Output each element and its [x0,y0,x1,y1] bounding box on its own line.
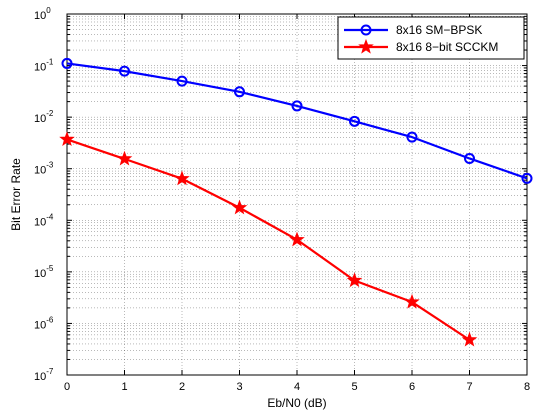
x-tick-label: 0 [64,381,70,393]
data-point [346,272,363,288]
series-1 [61,57,533,184]
y-tick-base: 10 [34,10,46,22]
y-tick-label: 10-2 [34,109,54,125]
data-point [404,293,420,309]
y-tick-exponent: -2 [46,109,54,118]
y-tick-exponent: -1 [46,58,54,67]
x-tick-label: 8 [524,381,530,393]
x-tick-labels: 0 1 2 3 4 5 6 7 8 [64,381,530,393]
data-point [119,65,130,77]
series-layer [59,57,533,347]
data-point [406,131,418,143]
y-tick-base: 10 [34,268,46,280]
x-axis-label: Eb/N0 (dB) [267,396,326,410]
y-tick-base: 10 [34,371,46,383]
y-tick-label: 10-3 [34,161,54,177]
axis-ticks [66,13,528,376]
y-tick-exponent: -7 [46,367,54,376]
x-tick-label: 5 [351,381,357,393]
y-tick-label: 10-5 [34,264,54,280]
data-point [174,170,190,186]
data-point [349,115,360,127]
y-tick-exponent: 0 [46,6,51,15]
legend: 8x16 SM−BPSK 8x16 8−bit SCCKM [337,16,525,60]
y-tick-base: 10 [34,113,46,125]
y-tick-label: 100 [34,6,51,22]
data-point [176,75,188,87]
series-2 [59,131,478,347]
x-tick-label: 6 [409,381,415,393]
data-point [116,150,133,166]
x-tick-label: 1 [121,381,127,393]
series-line [66,138,471,341]
y-tick-base: 10 [34,165,46,177]
y-tick-exponent: -4 [46,212,54,221]
y-tick-exponent: -5 [46,264,54,273]
legend-label: 8x16 8−bit SCCKM [396,40,498,54]
y-tick-exponent: -6 [46,315,54,324]
legend-item: 8x16 SM−BPSK [344,23,482,37]
y-tick-label: 10-6 [34,315,54,331]
y-tick-exponent: -3 [46,161,54,170]
y-tick-label: 10-4 [34,212,54,228]
data-point [464,152,475,164]
data-point [521,172,533,184]
data-point [289,231,305,247]
y-tick-base: 10 [34,319,46,331]
y-tick-base: 10 [34,62,46,74]
x-tick-label: 4 [294,381,300,393]
y-tick-base: 10 [34,216,46,228]
series-line [66,62,528,180]
data-point [291,100,303,112]
data-point [234,86,245,98]
legend-marker [360,24,372,36]
data-point [231,199,248,215]
y-axis-label: Bit Error Rate [9,158,23,231]
data-point [461,331,478,347]
data-point [61,57,73,69]
x-tick-label: 3 [236,381,242,393]
x-tick-label: 2 [179,381,185,393]
grid-lines [67,14,527,375]
legend-item: 8x16 8−bit SCCKM [344,38,498,54]
x-tick-label: 7 [466,381,472,393]
y-tick-label: 10-7 [34,367,54,383]
y-tick-label: 10-1 [34,58,54,74]
legend-label: 8x16 SM−BPSK [396,23,482,37]
data-point [59,131,75,147]
legend-marker [358,38,374,54]
